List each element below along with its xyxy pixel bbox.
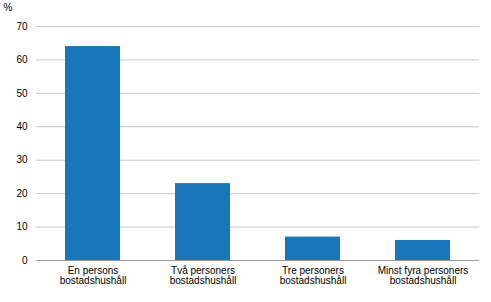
- svg-text:20: 20: [16, 188, 28, 199]
- svg-text:%: %: [4, 2, 13, 13]
- svg-text:En personsbostadshushåll: En personsbostadshushåll: [60, 265, 127, 286]
- svg-text:Minst fyra personersbostadshus: Minst fyra personersbostadshushåll: [378, 265, 469, 286]
- svg-text:Två personersbostadshushåll: Två personersbostadshushåll: [170, 265, 237, 286]
- svg-text:30: 30: [16, 154, 28, 165]
- svg-text:10: 10: [16, 221, 28, 232]
- svg-text:0: 0: [22, 255, 28, 266]
- svg-text:60: 60: [16, 54, 28, 65]
- svg-text:Tre personersbostadshushåll: Tre personersbostadshushåll: [280, 265, 347, 286]
- svg-text:40: 40: [16, 121, 28, 132]
- svg-text:50: 50: [16, 88, 28, 99]
- svg-text:70: 70: [16, 21, 28, 32]
